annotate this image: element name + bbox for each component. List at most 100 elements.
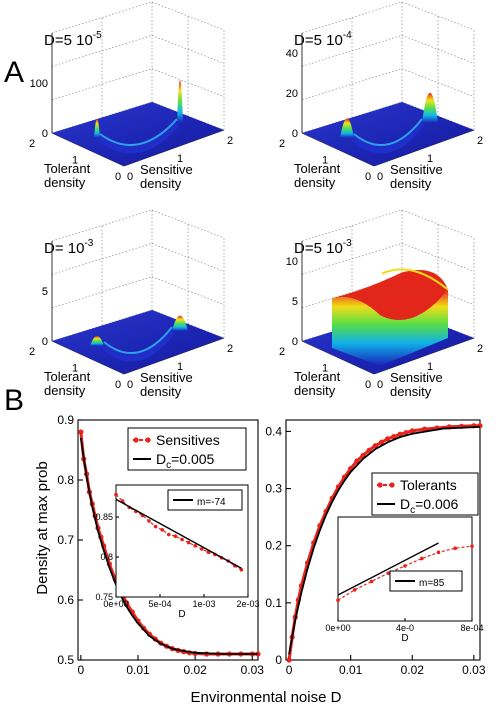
series-fit-line <box>288 425 481 655</box>
inset-data-point <box>153 524 158 529</box>
y-tick-label: 0 <box>127 171 133 183</box>
legend-box <box>127 427 247 471</box>
y-tick-label: 0 <box>377 171 383 183</box>
inset-x-label: D <box>401 633 408 644</box>
data-point <box>385 436 391 442</box>
inset-data-point <box>419 556 424 561</box>
inset-data-point <box>239 568 244 572</box>
legend-data-marker <box>377 482 383 488</box>
panel-letter-a: A <box>4 56 24 89</box>
z-tick-label: 10 <box>286 256 298 268</box>
x-axis-label: Environmental noise D <box>191 689 342 706</box>
grid-line <box>301 1 403 34</box>
y-tick-label: 0.3 <box>265 482 282 496</box>
inset-data-point <box>453 546 458 550</box>
z-tick-label: 0 <box>292 336 298 348</box>
plot-frame <box>285 419 481 661</box>
panel-letter-b: B <box>4 384 24 417</box>
data-point <box>354 458 360 464</box>
surface-peak-left <box>340 118 354 138</box>
x-axis-title: density <box>294 175 336 190</box>
y-axis-title: Sensitive <box>390 162 443 177</box>
surface-top <box>332 269 448 320</box>
y-tick-label: 1 <box>427 361 433 373</box>
y-tick-label: 0 <box>275 653 282 667</box>
inset-legend-box <box>167 489 243 511</box>
grid-line <box>401 1 475 31</box>
data-point <box>421 426 428 432</box>
y-tick-label: 0.1 <box>265 596 282 610</box>
y-tick-label: 2 <box>477 343 483 355</box>
x-tick-label: 2 <box>279 138 285 150</box>
inset-x-label: D <box>178 609 185 620</box>
surface-wall <box>332 289 448 366</box>
inset-data-point <box>369 579 374 584</box>
inset-legend-label: m=85 <box>419 578 445 589</box>
legend-fit-subscript: c <box>410 505 415 516</box>
data-point <box>403 429 409 436</box>
data-point <box>397 431 403 437</box>
surface-ridge <box>381 268 449 291</box>
data-point <box>409 428 415 434</box>
x-tick-label: 0.02 <box>183 663 207 677</box>
y-axis-label: Density at max prob <box>34 461 51 594</box>
series-fit-line <box>79 437 258 655</box>
inset-data-point <box>114 492 118 497</box>
legend-fit-value: =0.005 <box>171 451 214 467</box>
inset-x-tick-label: 0e+00 <box>103 599 128 609</box>
y-tick-label: 1 <box>177 153 183 165</box>
data-point <box>372 443 378 449</box>
plot-title-exponent: -4 <box>343 30 352 41</box>
surface-plot-2: D=5 10-402040012012TolerantdensitySensit… <box>279 1 483 191</box>
y-axis-title: Sensitive <box>390 370 443 385</box>
grid-line <box>151 1 225 31</box>
y-axis-title: density <box>390 384 432 399</box>
inset-y-tick-label: 0.85 <box>95 512 113 522</box>
x-tick-label: 0.01 <box>339 663 363 677</box>
inset-x-tick-label: 2e-03 <box>236 599 259 609</box>
y-tick-label: 2 <box>227 343 233 355</box>
inset-fit-line <box>115 498 242 569</box>
inset-data-point <box>193 544 197 548</box>
surface-peak-right <box>177 80 183 123</box>
surface-peak-right <box>172 315 188 331</box>
inset-x-tick-label: 8e-04 <box>460 623 483 633</box>
legend-data-label: Sensitives <box>156 432 220 448</box>
x-axis-title: Tolerant <box>294 161 341 176</box>
inset-data-point <box>180 537 184 542</box>
y-tick-label: 0 <box>377 379 383 391</box>
grid-line <box>301 209 403 242</box>
x-tick-label: 2 <box>29 346 35 358</box>
inset-y-tick-label: 0.75 <box>95 592 113 602</box>
surface-peak-left <box>90 335 104 346</box>
x-tick-label: 0 <box>365 171 371 183</box>
grid-line <box>151 276 225 305</box>
surface-plot-3: D= 10-305012012TolerantdensitySensitived… <box>29 209 233 399</box>
x-axis-title: density <box>294 383 336 398</box>
x-tick-label: 1 <box>322 155 328 167</box>
grid-line <box>401 243 475 272</box>
x-tick-label: 1 <box>72 155 78 167</box>
inset-data-point <box>200 547 204 551</box>
data-point <box>366 447 372 453</box>
plot-title: D=5 10-3 <box>294 238 352 257</box>
data-point <box>378 439 385 445</box>
inset-x-tick-label: 5e-04 <box>148 599 171 609</box>
plot-title: D=5 10-4 <box>294 30 352 49</box>
y-axis-title: Sensitive <box>140 370 193 385</box>
data-point <box>286 657 292 663</box>
grid-line <box>401 35 475 64</box>
x-axis-title: density <box>44 383 86 398</box>
inset-x-tick-label: 0e+00 <box>325 623 350 633</box>
x-axis-title: Tolerant <box>294 369 341 384</box>
grid-line <box>51 209 153 242</box>
legend-data-label: Tolerants <box>400 477 457 493</box>
legend-fit-value: =0.006 <box>415 496 458 512</box>
legend-data-marker <box>389 482 395 488</box>
y-tick-label: 2 <box>227 135 233 147</box>
y-tick-label: 0.5 <box>57 653 74 667</box>
y-tick-label: 0.4 <box>265 424 282 438</box>
grid-line <box>151 209 225 239</box>
z-tick-label: 100 <box>30 78 48 90</box>
